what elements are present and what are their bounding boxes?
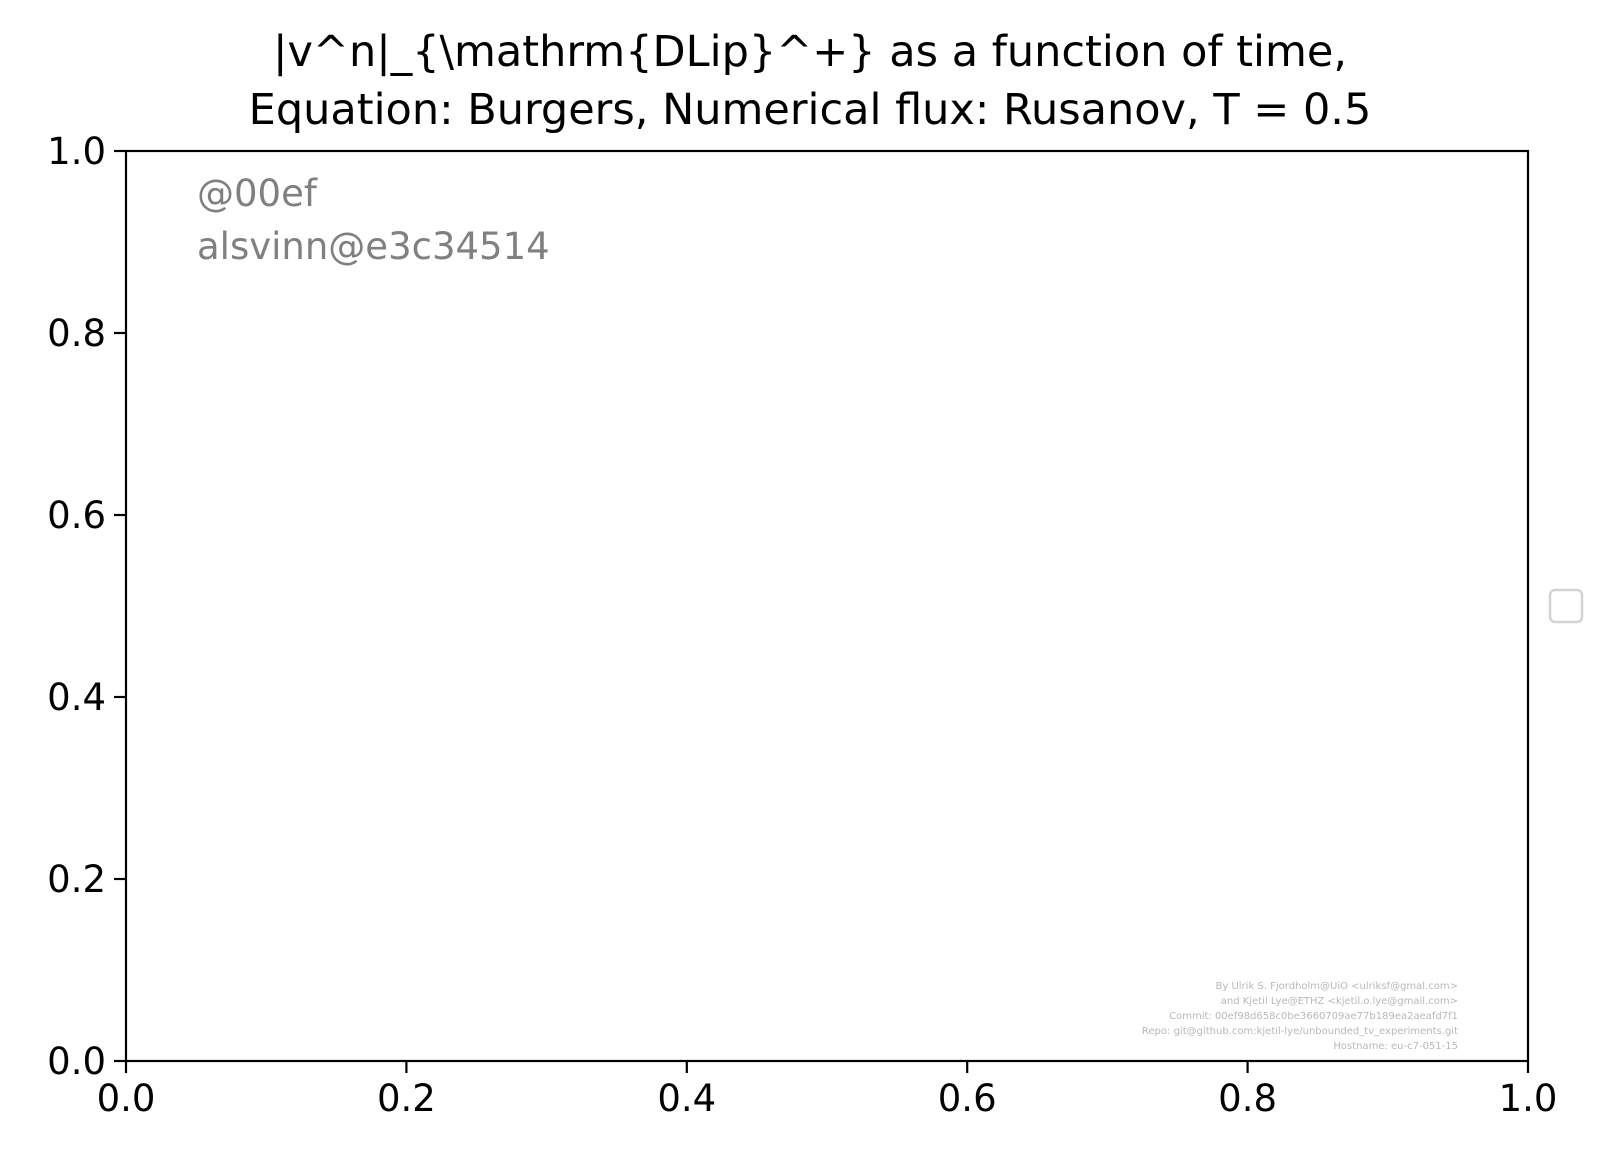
plot-area [124,149,1530,1063]
y-tick-label: 0.6 [47,494,106,537]
legend-box [1548,588,1584,624]
credits-line-2: and Kjetil Lye@ETHZ <kjetil.o.lye@gmail.… [1221,996,1458,1007]
watermark-version: alsvinn@e3c34514 [197,225,550,268]
y-tick-label: 0.0 [47,1040,106,1083]
x-tick-label: 0.0 [97,1077,156,1120]
y-tick-label: 0.4 [47,676,106,719]
y-tick-label: 0.2 [47,858,106,901]
credits-line-4: Repo: git@github.com:kjetil-lye/unbounde… [1142,1026,1458,1037]
x-tick-label: 0.6 [938,1077,997,1120]
credits-line-1: By Ulrik S. Fjordholm@UiO <ulriksf@gmal.… [1216,981,1459,992]
x-tick-label: 1.0 [1499,1077,1558,1120]
credits-line-5: Hostname: eu-c7-051-15 [1333,1041,1458,1052]
y-tick-label: 1.0 [47,130,106,173]
x-tick-label: 0.8 [1218,1077,1277,1120]
x-tick-label: 0.4 [657,1077,716,1120]
x-tick-label: 0.2 [377,1077,436,1120]
y-axis: 0.0 0.2 0.4 0.6 0.8 1.0 [47,130,126,1083]
chart-title: |v^n|_{\mathrm{DLip}^+} as a function of… [273,27,1347,77]
y-tick-label: 0.8 [47,312,106,355]
chart-subtitle: Equation: Burgers, Numerical flux: Rusan… [249,85,1372,135]
x-axis: 0.0 0.2 0.4 0.6 0.8 1.0 [97,1061,1558,1120]
watermark-commit: @00ef [197,172,318,215]
credits-line-3: Commit: 00ef98d658c0be3660709ae77b189ea2… [1169,1011,1458,1022]
